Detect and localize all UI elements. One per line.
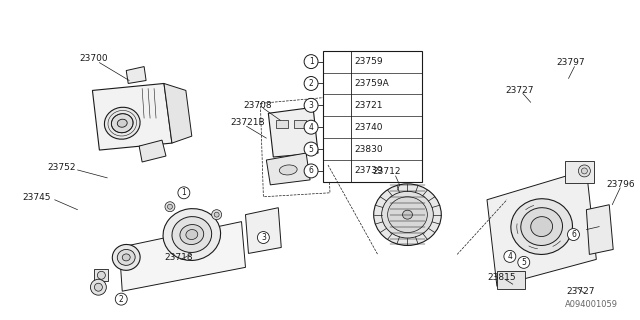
Circle shape (304, 98, 318, 112)
Text: 2: 2 (308, 79, 314, 88)
Circle shape (579, 165, 590, 177)
Text: 4: 4 (508, 252, 512, 261)
Text: 23721: 23721 (355, 101, 383, 110)
Polygon shape (164, 84, 192, 143)
Circle shape (304, 120, 318, 134)
Ellipse shape (172, 217, 212, 252)
Text: 3: 3 (308, 101, 314, 110)
Text: 23740: 23740 (355, 123, 383, 132)
Ellipse shape (111, 114, 133, 133)
Text: 23759: 23759 (355, 57, 383, 66)
Text: 23797: 23797 (557, 58, 585, 67)
Text: 23718: 23718 (164, 253, 193, 262)
Polygon shape (119, 222, 246, 291)
Polygon shape (139, 140, 166, 162)
Text: 23727: 23727 (505, 86, 533, 95)
Bar (497, 271, 525, 289)
Bar (95, 269, 108, 281)
Circle shape (95, 283, 102, 291)
Ellipse shape (163, 209, 221, 260)
Text: A094001059: A094001059 (565, 300, 618, 309)
Circle shape (168, 204, 172, 209)
Text: 23700: 23700 (79, 54, 108, 63)
Text: 5: 5 (522, 258, 526, 267)
Bar (564, 161, 595, 183)
Circle shape (257, 232, 269, 244)
Ellipse shape (104, 107, 140, 139)
Circle shape (304, 164, 318, 178)
Polygon shape (266, 153, 310, 185)
Text: 23815: 23815 (487, 273, 516, 282)
Circle shape (504, 251, 516, 262)
Polygon shape (92, 84, 172, 150)
Ellipse shape (511, 199, 572, 254)
Polygon shape (487, 170, 596, 286)
Bar (294, 120, 306, 128)
Circle shape (165, 202, 175, 212)
Text: 6: 6 (308, 166, 314, 175)
Text: 23752: 23752 (48, 164, 76, 172)
Ellipse shape (521, 208, 563, 245)
Text: 2: 2 (119, 295, 124, 304)
Circle shape (304, 142, 318, 156)
Circle shape (90, 279, 106, 295)
Ellipse shape (122, 254, 130, 261)
Ellipse shape (403, 210, 412, 219)
Circle shape (518, 256, 530, 268)
Circle shape (214, 212, 219, 217)
Text: 23721B: 23721B (230, 118, 265, 127)
Ellipse shape (374, 184, 441, 245)
Circle shape (581, 168, 588, 174)
Text: 23759A: 23759A (355, 79, 390, 88)
Text: 23712: 23712 (372, 167, 401, 176)
Text: 23727: 23727 (566, 287, 595, 296)
Text: 6: 6 (571, 230, 576, 239)
Ellipse shape (279, 165, 297, 175)
Text: 4: 4 (308, 123, 314, 132)
Circle shape (97, 271, 106, 279)
Circle shape (304, 76, 318, 91)
Circle shape (178, 187, 190, 199)
Ellipse shape (388, 197, 428, 233)
Text: 23830: 23830 (355, 145, 383, 154)
Polygon shape (268, 107, 318, 157)
Text: 1: 1 (308, 57, 314, 66)
Polygon shape (586, 205, 613, 254)
Ellipse shape (180, 225, 204, 244)
Circle shape (568, 228, 579, 241)
Ellipse shape (381, 191, 433, 238)
Circle shape (115, 293, 127, 305)
Text: 5: 5 (308, 145, 314, 154)
Ellipse shape (186, 229, 198, 240)
Ellipse shape (117, 250, 135, 265)
Text: 23796: 23796 (606, 180, 635, 189)
Polygon shape (246, 208, 281, 253)
Text: 3: 3 (261, 233, 266, 242)
Text: 23708: 23708 (243, 101, 272, 110)
Text: 1: 1 (182, 188, 186, 197)
Text: 23745: 23745 (22, 193, 51, 202)
Circle shape (212, 210, 221, 220)
Bar (323, 51, 422, 182)
Text: 23739: 23739 (355, 166, 383, 175)
Circle shape (304, 55, 318, 68)
Ellipse shape (112, 244, 140, 270)
Ellipse shape (531, 217, 552, 236)
Polygon shape (126, 67, 146, 84)
Bar (276, 120, 288, 128)
Ellipse shape (117, 119, 127, 127)
